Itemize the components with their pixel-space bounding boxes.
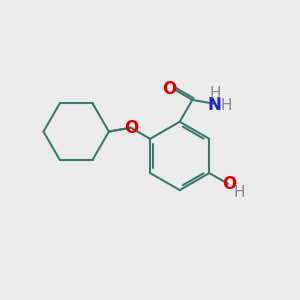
Text: H: H: [233, 184, 245, 200]
Text: O: O: [222, 175, 236, 193]
Text: O: O: [124, 119, 138, 137]
Text: H: H: [209, 86, 221, 101]
Text: H: H: [220, 98, 232, 112]
Text: O: O: [162, 80, 176, 98]
Text: N: N: [208, 96, 222, 114]
